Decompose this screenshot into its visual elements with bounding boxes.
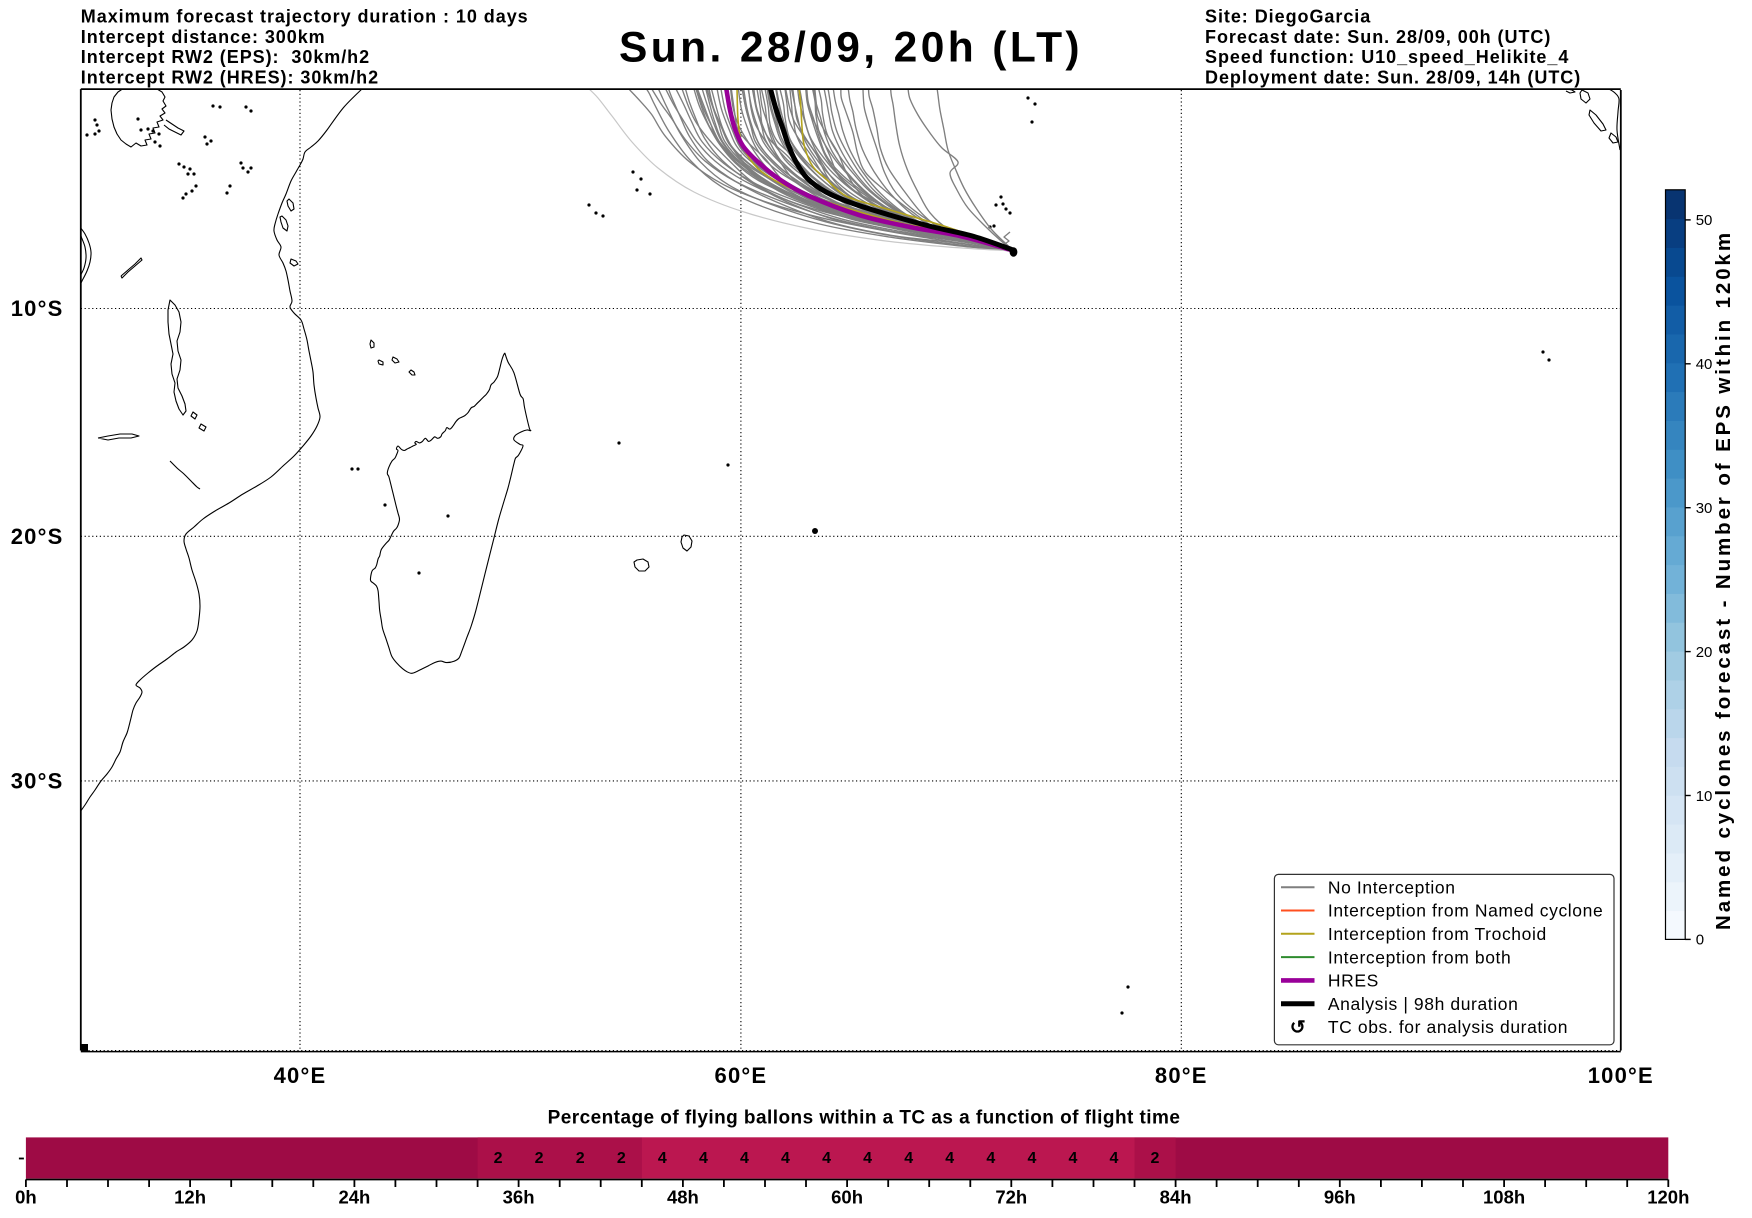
svg-text:48h: 48h	[667, 1187, 699, 1208]
svg-text:Speed function: U10_speed_Heli: Speed function: U10_speed_Helikite_4	[1205, 47, 1569, 67]
svg-text:2: 2	[494, 1150, 503, 1167]
svg-text:Analysis | 98h duration: Analysis | 98h duration	[1328, 994, 1519, 1014]
svg-text:Named cyclones forecast - Numb: Named cyclones forecast - Number of EPS …	[1712, 230, 1735, 930]
svg-text:Maximum forecast trajectory du: Maximum forecast trajectory duration : 1…	[81, 6, 529, 26]
svg-text:120h: 120h	[1647, 1187, 1689, 1208]
svg-text:60°E: 60°E	[715, 1063, 768, 1088]
svg-text:40°E: 40°E	[274, 1063, 327, 1088]
svg-text:Forecast date: Sun. 28/09, 00h: Forecast date: Sun. 28/09, 00h (UTC)	[1205, 27, 1551, 47]
svg-text:Sun. 28/09, 20h (LT): Sun. 28/09, 20h (LT)	[619, 25, 1083, 72]
svg-text:2: 2	[535, 1150, 544, 1167]
svg-text:72h: 72h	[995, 1187, 1027, 1208]
svg-text:4: 4	[781, 1150, 790, 1167]
svg-text:80°E: 80°E	[1155, 1063, 1208, 1088]
svg-text:30°S: 30°S	[11, 768, 64, 793]
svg-text:No Interception: No Interception	[1328, 877, 1456, 897]
svg-text:0: 0	[1696, 932, 1704, 949]
svg-text:84h: 84h	[1160, 1187, 1192, 1208]
svg-text:2: 2	[576, 1150, 585, 1167]
svg-text:2: 2	[1151, 1150, 1160, 1167]
svg-text:TC obs. for analysis duration: TC obs. for analysis duration	[1328, 1017, 1568, 1037]
svg-text:4: 4	[904, 1150, 913, 1167]
svg-text:Interception from Named cyclon: Interception from Named cyclone	[1328, 901, 1603, 921]
svg-text:0h: 0h	[15, 1187, 37, 1208]
svg-text:108h: 108h	[1483, 1187, 1525, 1208]
svg-text:60h: 60h	[831, 1187, 863, 1208]
svg-text:4: 4	[822, 1150, 831, 1167]
svg-text:10°S: 10°S	[11, 296, 64, 321]
svg-text:4: 4	[1027, 1150, 1036, 1167]
svg-text:Site: DiegoGarcia: Site: DiegoGarcia	[1205, 6, 1371, 26]
svg-text:2: 2	[617, 1150, 626, 1167]
svg-text:↺: ↺	[1290, 1018, 1306, 1039]
svg-text:4: 4	[945, 1150, 954, 1167]
svg-text:4: 4	[740, 1150, 749, 1167]
svg-text:4: 4	[699, 1150, 708, 1167]
svg-text:Deployment date: Sun. 28/09, 1: Deployment date: Sun. 28/09, 14h (UTC)	[1205, 68, 1581, 88]
svg-text:Intercept RW2 (HRES): 30km/h2: Intercept RW2 (HRES): 30km/h2	[81, 68, 379, 88]
svg-text:Intercept RW2 (EPS): 30km/h2: Intercept RW2 (EPS): 30km/h2	[81, 47, 370, 67]
svg-text:4: 4	[1068, 1150, 1077, 1167]
svg-text:Interception from both: Interception from both	[1328, 947, 1511, 967]
svg-text:96h: 96h	[1324, 1187, 1356, 1208]
svg-text:40: 40	[1696, 356, 1713, 373]
svg-text:50: 50	[1696, 212, 1713, 229]
svg-text:4: 4	[863, 1150, 872, 1167]
svg-text:Percentage of flying ballons w: Percentage of flying ballons within a TC…	[548, 1108, 1181, 1129]
svg-text:24h: 24h	[338, 1187, 370, 1208]
svg-text:Intercept distance: 300km: Intercept distance: 300km	[81, 27, 326, 47]
svg-text:4: 4	[1110, 1150, 1119, 1167]
svg-text:HRES: HRES	[1328, 971, 1379, 991]
svg-text:20°S: 20°S	[11, 524, 64, 549]
svg-text:4: 4	[658, 1150, 667, 1167]
svg-text:10: 10	[1696, 788, 1713, 805]
svg-text:30: 30	[1696, 500, 1713, 517]
svg-text:12h: 12h	[174, 1187, 206, 1208]
svg-text:4: 4	[986, 1150, 995, 1167]
svg-text:Interception from Trochoid: Interception from Trochoid	[1328, 924, 1547, 944]
svg-text:20: 20	[1696, 644, 1713, 661]
svg-text:100°E: 100°E	[1588, 1063, 1654, 1088]
svg-text:36h: 36h	[503, 1187, 535, 1208]
